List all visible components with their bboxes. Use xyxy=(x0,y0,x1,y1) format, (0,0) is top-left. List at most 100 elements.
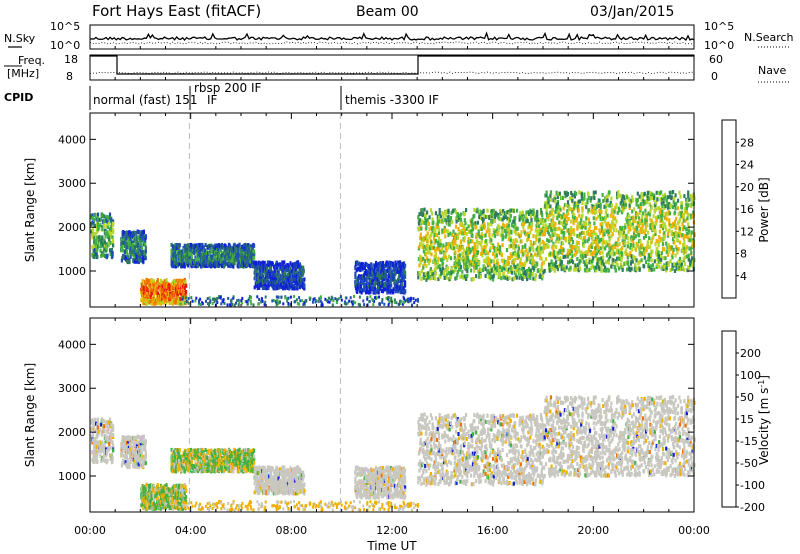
power-cell xyxy=(651,227,654,231)
power-cell xyxy=(303,286,306,291)
power-cell xyxy=(504,215,507,219)
power-cell xyxy=(386,290,389,295)
power-cell xyxy=(602,245,605,250)
power-cell xyxy=(661,209,664,214)
power-cell xyxy=(178,243,181,248)
power-cell xyxy=(663,264,666,269)
power-cell xyxy=(422,272,425,277)
power-cell xyxy=(531,265,534,270)
power-cell xyxy=(637,260,640,265)
power-cell xyxy=(560,260,563,264)
power-cell xyxy=(479,274,482,279)
power-cell xyxy=(504,211,507,216)
power-cell xyxy=(495,229,498,234)
power-cell xyxy=(651,223,654,228)
power-cell xyxy=(581,208,584,213)
power-cell xyxy=(611,246,614,251)
power-cell xyxy=(387,285,390,290)
power-cell xyxy=(662,200,665,205)
power-cell xyxy=(170,257,173,262)
power-cell xyxy=(660,257,663,262)
power-cell xyxy=(548,223,551,227)
power-cell xyxy=(651,196,654,201)
power-cell xyxy=(425,222,428,227)
power-cell xyxy=(273,280,276,285)
power-cell xyxy=(449,256,453,261)
power-cell xyxy=(262,261,265,266)
power-cell xyxy=(656,247,659,252)
cpid-segment-suffix: IF xyxy=(207,93,218,107)
power-cell xyxy=(468,247,471,251)
power-cell xyxy=(559,262,562,267)
power-cell xyxy=(672,200,675,205)
power-cell xyxy=(510,270,514,275)
power-cell xyxy=(479,267,482,272)
power-cell xyxy=(274,274,277,279)
power-cell xyxy=(646,241,649,246)
power-cell xyxy=(474,254,477,258)
power-cell xyxy=(430,243,433,248)
power-cell xyxy=(155,291,158,295)
power-cell xyxy=(595,265,598,270)
power-cell xyxy=(358,262,361,267)
power-cell xyxy=(610,246,613,251)
power-cell xyxy=(456,273,459,278)
power-cell xyxy=(551,262,554,267)
power-cell xyxy=(289,261,292,266)
power-cell xyxy=(135,259,138,264)
power-cell xyxy=(377,284,380,289)
power-cell xyxy=(475,274,478,279)
power-cell xyxy=(173,290,176,295)
power-cell xyxy=(269,265,273,270)
power-cell xyxy=(216,251,219,255)
power-cell xyxy=(281,286,285,291)
power-cell xyxy=(670,195,673,200)
power-cell xyxy=(476,250,480,255)
power-cell xyxy=(544,193,547,198)
power-cell xyxy=(655,190,658,195)
power-cell xyxy=(505,262,508,267)
power-cell xyxy=(564,267,567,272)
power-cell xyxy=(563,220,566,225)
power-cell xyxy=(402,289,405,294)
power-cell xyxy=(533,261,536,266)
power-cell xyxy=(567,217,570,221)
power-cell xyxy=(628,199,631,204)
power-cell xyxy=(536,262,539,267)
power-cell xyxy=(105,215,108,219)
power-cell xyxy=(112,222,115,227)
power-cell xyxy=(216,257,219,262)
power-cell xyxy=(656,262,659,267)
power-cell xyxy=(568,259,571,264)
power-cell xyxy=(504,275,507,280)
power-cell xyxy=(466,273,469,278)
power-cell xyxy=(555,190,558,195)
power-cell xyxy=(188,243,191,247)
power-cell xyxy=(300,274,303,279)
power-cell xyxy=(636,191,639,196)
power-cell xyxy=(478,241,481,245)
power-cell xyxy=(451,246,454,251)
power-cell xyxy=(419,272,422,277)
power-cell xyxy=(229,254,232,259)
power-cell xyxy=(281,276,285,281)
power-cell xyxy=(106,232,109,237)
power-cell xyxy=(103,247,106,252)
power-cell xyxy=(496,226,499,231)
power-cell xyxy=(622,227,626,232)
power-cell xyxy=(444,255,447,260)
power-cell xyxy=(527,274,530,279)
power-cell xyxy=(392,290,395,295)
power-cell xyxy=(108,216,112,220)
power-cell xyxy=(612,217,615,222)
power-cell xyxy=(521,214,524,219)
power-cell xyxy=(636,267,639,272)
power-cell xyxy=(577,205,580,210)
power-cell xyxy=(459,230,462,235)
power-cell xyxy=(546,213,549,217)
power-cell xyxy=(515,239,519,244)
power-cell xyxy=(578,249,581,254)
power-cell xyxy=(575,249,578,254)
power-cell xyxy=(253,255,256,260)
power-cell xyxy=(561,223,565,227)
